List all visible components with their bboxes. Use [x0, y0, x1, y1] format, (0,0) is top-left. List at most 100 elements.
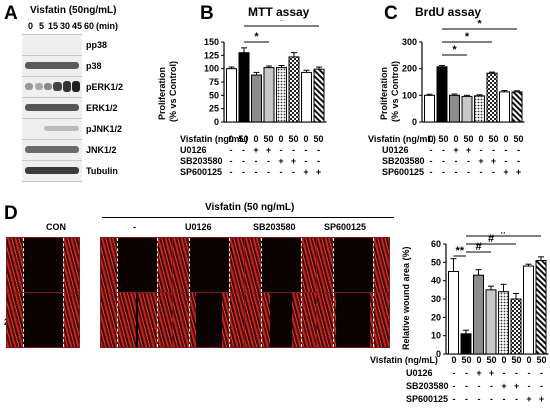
inhibitor-mark: - — [452, 368, 456, 378]
blot-label: p38 — [86, 61, 102, 71]
inhibitor-mark: + — [515, 167, 522, 177]
visfatin-dose: 50 — [461, 355, 472, 365]
y-tick-label: 0 — [436, 349, 441, 359]
y-tick-label: 300 — [402, 37, 417, 47]
bar — [498, 291, 509, 355]
inhibitor-mark: - — [492, 145, 495, 155]
y-tick-label: 200 — [402, 64, 417, 74]
inhibitor-mark: - — [242, 145, 245, 155]
time-point: 0 — [28, 21, 34, 31]
inhibitor-mark: - — [429, 145, 433, 155]
inhibitor-label: U0126 — [180, 145, 207, 155]
y-tick-label: 0 — [412, 117, 417, 127]
mtt-ylabel-1: Proliferation — [157, 66, 167, 120]
blot-label: ERK1/2 — [86, 103, 118, 113]
inhibitor-mark: - — [490, 394, 493, 404]
bar — [461, 95, 473, 123]
inhibitor-label: SB203580 — [382, 156, 425, 166]
inhibitor-mark: + — [488, 368, 495, 378]
visfatin-dose: 50 — [488, 134, 499, 144]
inhibitor-mark: + — [538, 394, 545, 404]
visfatin-dose: 50 — [536, 355, 547, 365]
y-tick-label: 25 — [209, 104, 219, 114]
bar — [301, 71, 312, 123]
visfatin-dose: 0 — [253, 134, 259, 144]
col-label-sp600125: SP600125 — [324, 222, 367, 232]
wound-image-con-24h — [6, 292, 80, 348]
inhibitor-mark: + — [476, 368, 482, 378]
bar — [424, 94, 435, 123]
inhibitor-mark: - — [517, 145, 520, 155]
visfatin-dose: 50 — [486, 355, 497, 365]
inhibitor-mark: + — [478, 156, 484, 166]
inhibitor-mark: - — [467, 156, 470, 166]
blot-strip-tubulin — [22, 160, 82, 182]
panel-b-label: B — [200, 3, 214, 24]
col-label-visfatin: - — [133, 222, 136, 232]
inhibitor-mark: - — [454, 167, 458, 177]
y-tick-label: 0 — [214, 117, 219, 127]
significance-mark: * — [452, 44, 457, 56]
y-tick-label: 30 — [431, 294, 441, 304]
bar — [448, 271, 459, 355]
y-tick-label: 40 — [431, 276, 441, 286]
significance-mark: * — [254, 31, 259, 43]
visfatin-dose-label: Visfatin (ng/mL) — [368, 134, 436, 144]
blot-strip-perk — [22, 76, 82, 97]
blot-strip-jnk — [22, 139, 82, 160]
wound-image-con-0h — [6, 237, 80, 293]
inhibitor-mark: - — [267, 167, 270, 177]
inhibitor-label: SB203580 — [180, 156, 223, 166]
inhibitor-mark: + — [265, 145, 272, 155]
blot-label: pJNK1/2 — [86, 124, 123, 134]
visfatin-dose: 0 — [476, 355, 482, 365]
significance-mark: * — [477, 20, 482, 30]
y-tick-label: 100 — [402, 90, 417, 100]
blot-label: Tubulin — [86, 166, 118, 176]
y-tick-label: 10 — [431, 331, 441, 341]
blot-label: pp38 — [86, 40, 108, 50]
inhibitor-mark: - — [229, 167, 233, 177]
visfatin-dose: 50 — [438, 134, 449, 144]
inhibitor-mark: - — [504, 156, 508, 166]
bar — [313, 68, 325, 123]
inhibitor-mark: - — [452, 394, 456, 404]
bar — [474, 95, 485, 123]
inhibitor-mark: - — [540, 368, 543, 378]
inhibitor-mark: - — [292, 167, 295, 177]
inhibitor-mark: + — [513, 381, 520, 391]
inhibitor-mark: - — [304, 145, 308, 155]
inhibitor-mark: - — [429, 156, 433, 166]
bar — [510, 298, 522, 355]
inhibitor-label: U0126 — [406, 368, 433, 378]
inhibitor-mark: - — [279, 167, 283, 177]
brdu-chart: 0 100 200 300 * * * — [402, 20, 525, 127]
significance-mark: # — [475, 241, 481, 253]
time-point: 60 — [84, 21, 95, 31]
y-tick-label: 100 — [204, 64, 219, 74]
inhibitor-mark: + — [503, 167, 509, 177]
visfatin-dose: 50 — [238, 134, 249, 144]
bar — [485, 289, 497, 355]
inhibitor-label: SP600125 — [406, 394, 449, 404]
inhibitor-mark: - — [479, 145, 483, 155]
inhibitor-mark: - — [242, 156, 245, 166]
visfatin-dose: 0 — [526, 355, 532, 365]
mtt-title: MTT assay — [248, 5, 310, 19]
inhibitor-mark: + — [303, 167, 309, 177]
inhibitor-mark: - — [292, 145, 295, 155]
inhibitor-mark: - — [465, 394, 468, 404]
inhibitor-mark: - — [442, 167, 445, 177]
wound-image-u0126-24h — [172, 292, 246, 348]
visfatin-dose-label: Visfatin (ng/mL) — [180, 134, 248, 144]
visfatin-dose: 50 — [463, 134, 474, 144]
visfatin-dose: 50 — [288, 134, 299, 144]
blot-strip-erk — [22, 97, 82, 118]
inhibitor-mark: - — [429, 167, 433, 177]
inhibitor-mark: - — [454, 156, 458, 166]
panel-a-title: Visfatin (50ng/mL) — [30, 5, 117, 16]
inhibitor-mark: - — [279, 145, 283, 155]
inhibitor-mark: - — [540, 381, 543, 391]
y-tick-label: 75 — [209, 77, 219, 87]
inhibitor-mark: - — [465, 381, 468, 391]
